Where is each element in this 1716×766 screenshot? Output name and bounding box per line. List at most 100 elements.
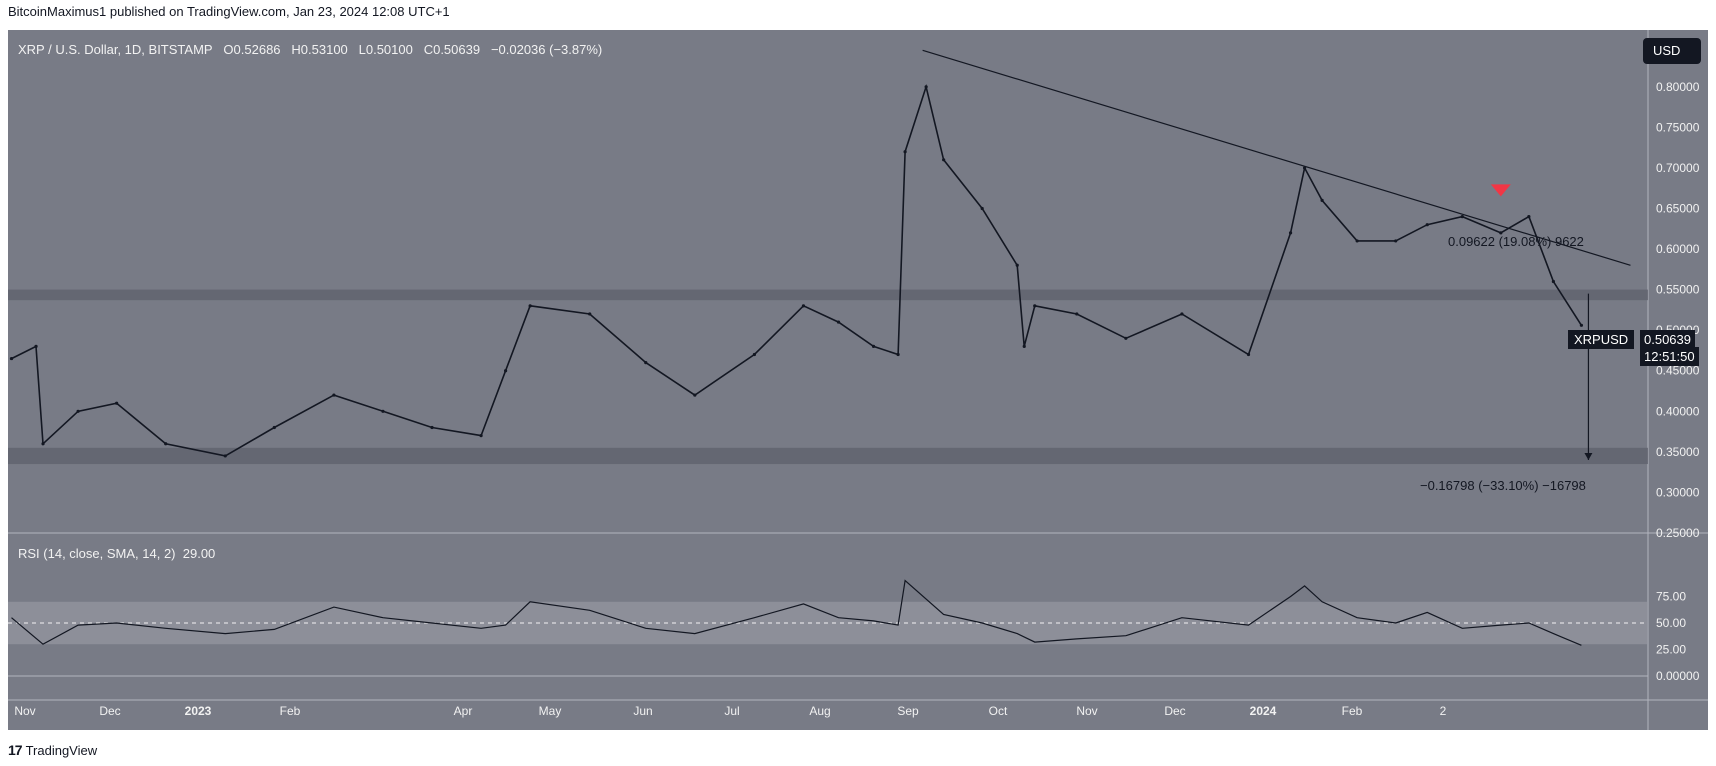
price-point — [1320, 198, 1324, 202]
rsi-tick-label: 75.00 — [1656, 590, 1686, 604]
symbol-label: XRP / U.S. Dollar, 1D, BITSTAMP — [18, 42, 213, 57]
price-point — [41, 442, 45, 446]
price-point — [1124, 336, 1128, 340]
price-point — [76, 409, 80, 413]
price-point — [1394, 239, 1398, 243]
time-tick-label: Feb — [1342, 704, 1363, 718]
countdown-tag: 12:51:50 — [1640, 347, 1699, 366]
price-tick-label: 0.35000 — [1656, 445, 1700, 459]
price-point — [1355, 239, 1359, 243]
rsi-pane — [8, 579, 1648, 677]
price-point — [1180, 312, 1184, 316]
price-point — [871, 344, 876, 349]
resistance-rejection-marker — [1490, 184, 1511, 197]
price-point — [1527, 214, 1531, 219]
tradingview-logo-icon[interactable]: 17 — [8, 742, 23, 758]
price-point — [479, 434, 483, 438]
support-zone — [8, 289, 1648, 301]
price-tick-label: 0.75000 — [1656, 120, 1700, 134]
rsi-tick-label: 25.00 — [1656, 643, 1686, 657]
price-point — [836, 320, 841, 324]
price-tick-label: 0.60000 — [1656, 242, 1700, 256]
price-point — [504, 369, 508, 373]
price-point — [588, 312, 592, 316]
descending-trendline — [922, 49, 1631, 266]
price-point — [272, 425, 276, 430]
price-point — [1075, 312, 1079, 316]
time-tick-label: Dec — [99, 704, 120, 718]
price-point — [1551, 279, 1555, 284]
last-price-tag: 0.50639 — [1640, 330, 1695, 349]
price-tick-label: 0.70000 — [1656, 161, 1700, 175]
price-point — [1460, 214, 1464, 219]
high-label: H — [291, 42, 301, 57]
price-point — [1579, 323, 1584, 327]
price-point — [1288, 231, 1293, 235]
lower-measure-label: −0.16798 (−33.10%) −16798 — [1420, 478, 1586, 493]
price-point — [115, 401, 119, 405]
price-point — [1015, 263, 1019, 267]
price-tick-label: 0.65000 — [1656, 201, 1700, 215]
price-point — [752, 352, 757, 357]
rsi-line — [11, 579, 1582, 646]
time-tick-label: Jul — [724, 704, 739, 718]
low-value: 0.50100 — [365, 42, 413, 57]
time-tick-label: Apr — [454, 704, 473, 718]
high-value: 0.53100 — [300, 42, 348, 57]
axes: 0.850000.800000.750000.700000.650000.600… — [14, 39, 1699, 718]
price-tick-label: 0.25000 — [1656, 526, 1700, 540]
time-tick-label: May — [539, 704, 562, 718]
price-point — [223, 454, 227, 458]
price-tick-label: 0.45000 — [1656, 364, 1700, 378]
time-tick-label: 2023 — [185, 704, 212, 718]
price-point — [528, 304, 532, 308]
price-point — [9, 356, 14, 361]
change-value: −0.02036 (−3.87%) — [490, 42, 603, 57]
time-tick-label: Feb — [280, 704, 301, 718]
price-point — [332, 393, 336, 397]
target-arrow-head — [1584, 452, 1593, 460]
publisher-line: BitcoinMaximus1 published on TradingView… — [8, 4, 450, 19]
ohlc-legend: XRP / U.S. Dollar, 1D, BITSTAMP O0.52686… — [18, 42, 602, 57]
price-point — [430, 425, 434, 430]
currency-button[interactable]: USD — [1643, 38, 1701, 64]
price-point — [1022, 344, 1026, 349]
open-value: 0.52686 — [233, 42, 281, 57]
footer-brand[interactable]: TradingView — [25, 742, 98, 758]
close-label: C — [423, 42, 434, 57]
price-point — [1033, 304, 1037, 308]
price-point — [980, 206, 984, 211]
price-point — [942, 158, 946, 162]
rsi-value: 29.00 — [182, 546, 216, 561]
time-tick-label: Aug — [809, 704, 830, 718]
time-tick-label: Dec — [1164, 704, 1185, 718]
price-tick-label: 0.30000 — [1656, 485, 1700, 499]
time-tick-label: 2 — [1440, 704, 1447, 718]
price-point — [924, 85, 928, 89]
symbol-price-tag: XRPUSD — [1568, 330, 1635, 349]
time-tick-label: Jun — [633, 704, 652, 718]
price-point — [164, 442, 168, 446]
time-tick-label: Sep — [897, 704, 919, 718]
price-point — [693, 393, 697, 397]
close-value: 0.50639 — [433, 42, 481, 57]
time-tick-label: 2024 — [1250, 704, 1277, 718]
open-label: O — [223, 42, 234, 57]
last-price: 0.50639 — [1644, 332, 1691, 347]
price-tick-label: 0.80000 — [1656, 80, 1700, 94]
price-point — [896, 352, 900, 357]
price-series — [9, 83, 1584, 458]
footer: 17 TradingView — [8, 742, 97, 758]
price-tick-label: 0.55000 — [1656, 283, 1700, 297]
low-label: L — [358, 42, 366, 57]
price-point — [1246, 352, 1251, 357]
price-point — [381, 409, 385, 413]
trendline-layer — [922, 49, 1631, 460]
time-tick-label: Nov — [14, 704, 35, 718]
support-zone — [8, 447, 1648, 465]
time-tick-label: Oct — [989, 704, 1008, 718]
price-point — [903, 150, 907, 154]
rsi-tick-label: 0.00000 — [1656, 669, 1700, 683]
countdown: 12:51:50 — [1644, 349, 1695, 364]
